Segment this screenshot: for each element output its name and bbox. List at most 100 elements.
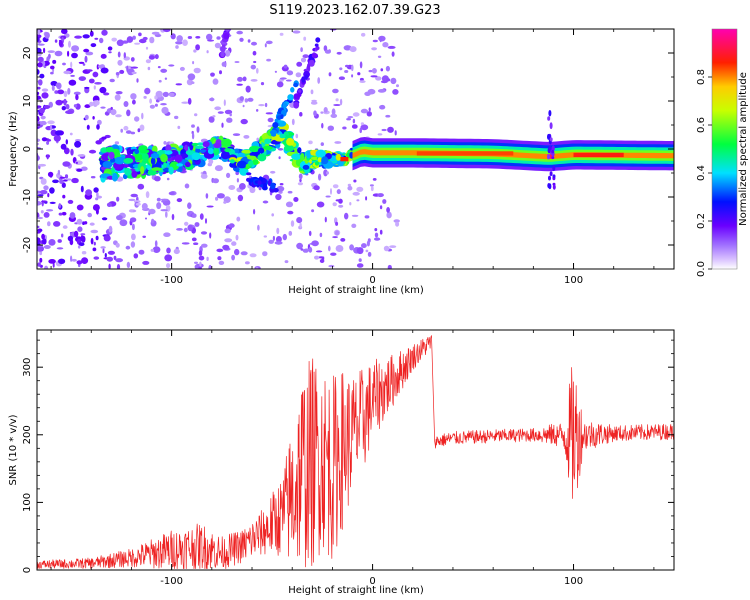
spectrogram-cell: [99, 37, 104, 44]
spectrogram-cell: [81, 251, 87, 255]
spectrogram-cell: [547, 153, 550, 160]
spectrogram-cell: [248, 160, 254, 167]
spectrogram-cell: [191, 152, 201, 161]
spectrogram-cell: [216, 36, 221, 40]
spectrogram-cell: [377, 55, 382, 58]
spectrogram-cell: [229, 5, 234, 9]
spectrogram-cell: [177, 125, 181, 130]
spectrogram-cell: [278, 156, 281, 160]
spectrogram-cell: [223, 33, 230, 40]
spectrogram-cell: [245, 85, 251, 93]
spectrogram-cell: [130, 193, 138, 198]
spectrogram-cell: [308, 246, 313, 253]
spectrogram-peak: [573, 152, 624, 158]
spectrogram-cell: [53, 221, 61, 227]
spectrogram-cell: [134, 42, 141, 45]
spectrogram-cell: [71, 52, 78, 59]
spectrogram-cell: [271, 213, 275, 217]
spectrogram-cell: [366, 111, 372, 117]
spectrogram-cell: [237, 76, 243, 82]
spectrogram-cell: [151, 167, 162, 171]
spectrogram-cell: [324, 216, 327, 223]
spectrogram-cell: [143, 95, 147, 99]
spectrogram-cell: [88, 149, 97, 154]
spectrogram-cell: [221, 122, 224, 128]
spectrogram-cell: [371, 47, 377, 51]
spectrogram-cell: [173, 248, 180, 255]
spectrogram-cell: [76, 218, 83, 225]
spectrogram-cell: [359, 127, 363, 134]
spectrogram-cell: [40, 210, 44, 214]
spectrogram-cell: [116, 215, 123, 221]
spectrogram-cell: [213, 142, 222, 149]
spectrogram-cell: [130, 57, 135, 62]
spectrogram-cell: [136, 78, 139, 83]
spectrogram-cell: [229, 159, 235, 164]
colorbar: 0.0 0.2 0.4 0.6 0.8 Normalized spectral ampl…: [696, 28, 749, 277]
spectrogram-cell: [251, 41, 257, 46]
spectrogram-cell: [230, 0, 235, 6]
spectrogram-cell: [75, 94, 79, 101]
spectrogram-cell: [43, 105, 51, 109]
spectrogram-cell: [110, 158, 116, 163]
spectrogram-cell: [262, 251, 268, 257]
spectrogram-cell: [47, 171, 54, 178]
spectrogram-cell: [184, 161, 191, 168]
spectrogram-cell: [393, 219, 400, 223]
spectrogram-cell: [37, 86, 41, 90]
spectrogram-cell: [41, 200, 48, 203]
spectrogram-cell: [67, 199, 74, 204]
spectrogram-cell: [293, 101, 300, 109]
spectrogram-cell: [68, 40, 71, 48]
spectrogram-cell: [130, 241, 136, 248]
spectrogram-cell: [249, 253, 257, 258]
spectrogram-cell: [190, 81, 195, 84]
spectrogram-cell: [93, 187, 99, 193]
spectrogram-cell: [109, 78, 115, 83]
spectrogram-cell: [377, 193, 384, 198]
spectrogram-cell: [52, 262, 55, 268]
spectrogram-cell: [46, 154, 49, 160]
spectrogram-cell: [96, 192, 99, 198]
spectrogram-cell: [225, 23, 230, 28]
spectrogram-cell: [48, 239, 56, 246]
spectrogram-cell: [96, 124, 100, 130]
spectrogram-cell: [220, 151, 230, 160]
spectrogram-cell: [181, 242, 190, 245]
spectrogram-cell: [243, 135, 250, 139]
spectrogram-cell: [239, 96, 244, 101]
spectrogram-cell: [257, 180, 262, 186]
spectrogram-cell: [351, 124, 358, 129]
spectrogram-cell: [351, 223, 357, 228]
spectrogram-cell: [189, 141, 194, 151]
spectrogram-cell: [288, 230, 293, 236]
spectrogram-cell: [71, 45, 80, 52]
colorbar-frame: [711, 28, 738, 270]
spectrogram-cell: [83, 48, 90, 53]
spectrogram-cell: [336, 51, 342, 55]
spectrogram-cell: [308, 59, 315, 67]
spectrogram-cell: [48, 259, 56, 264]
spectrogram-cell: [71, 177, 79, 184]
spectrogram-cell: [287, 94, 294, 101]
spectrogram-cell: [551, 156, 555, 160]
spectrogram-cell: [47, 193, 50, 198]
spectrogram-cell: [124, 168, 132, 176]
spectrogram-cell: [548, 175, 551, 181]
spectrogram-cell: [257, 147, 265, 154]
spectrogram-cell: [138, 249, 145, 255]
spectrogram-cell: [198, 149, 207, 153]
spectrogram-cell: [342, 126, 347, 130]
spectrogram-cell: [368, 69, 373, 73]
spectrogram-cell: [63, 179, 68, 182]
spectrogram-cell: [372, 178, 377, 181]
spectrogram-cell: [175, 41, 183, 45]
spectrogram-cell: [37, 95, 42, 100]
spectrogram-cell: [549, 122, 553, 130]
spectrogram-cell: [150, 153, 160, 159]
spectrogram-cell: [131, 223, 135, 231]
spectrogram-cell: [304, 74, 308, 80]
spectrogram-cell: [43, 47, 46, 54]
spectrogram-cell: [263, 182, 268, 190]
spectrogram-cell: [86, 124, 90, 130]
